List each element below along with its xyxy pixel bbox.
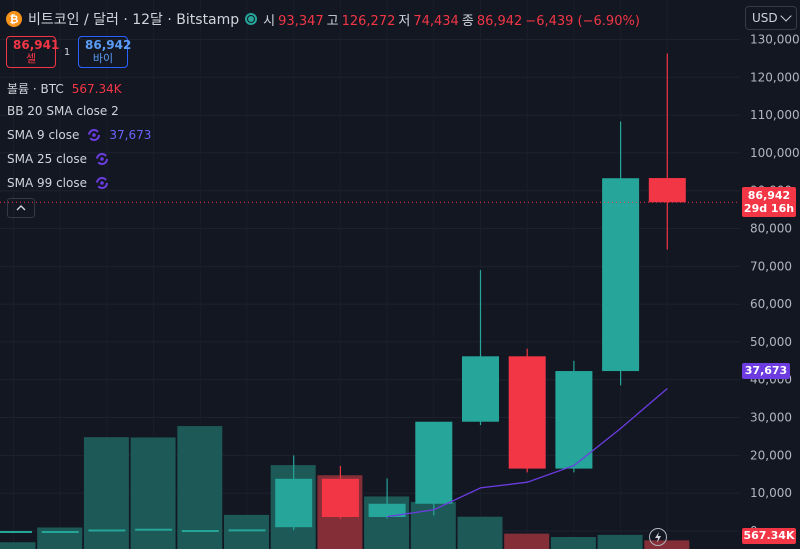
indicator-bb[interactable]: BB 20 SMA close 2: [7, 104, 119, 118]
y-tick-label: 30,000: [750, 411, 792, 425]
low-label: 저: [398, 13, 411, 29]
change-value: −6,439 (−6.90%): [525, 13, 640, 29]
close-label: 종: [461, 13, 474, 29]
chevron-up-icon: [16, 205, 26, 211]
ohlc-values: 시 93,347 고 126,272 저 74,434 종 86,942 −6,439 …: [263, 10, 640, 29]
volume-bar: [130, 437, 176, 549]
volume-bars: [0, 426, 690, 549]
price-axis: 010,00020,00030,00040,00050,00060,00070,…: [750, 32, 800, 538]
volume-label: 볼륨 · BTC: [7, 82, 64, 96]
trade-panel: 86,941 셀 1 86,942 바이: [6, 36, 132, 68]
candle-body: [415, 421, 453, 504]
high-value: 126,272: [341, 13, 396, 29]
y-tick-label: 10,000: [750, 486, 792, 500]
candle-body: [648, 178, 686, 203]
indicator-sma99[interactable]: SMA 99 close: [7, 176, 109, 190]
candle-body: [88, 529, 126, 532]
high-label: 고: [326, 13, 339, 29]
buy-button[interactable]: 86,942 바이: [78, 36, 132, 68]
candle-body: [508, 356, 546, 469]
loading-icon: [88, 129, 101, 141]
volume-bar: [457, 516, 503, 549]
indicator-sma25[interactable]: SMA 25 close: [7, 152, 109, 166]
buy-price: 86,942: [85, 38, 132, 52]
candle-body: [0, 530, 32, 533]
y-tick-label: 110,000: [750, 108, 800, 122]
candle-body: [602, 178, 640, 372]
flash-icon[interactable]: [649, 528, 667, 546]
volume-bar: [550, 537, 596, 549]
market-status-icon: [245, 13, 258, 25]
volume-value: 567.34K: [71, 81, 122, 96]
volume-bar: [0, 542, 36, 549]
volume-tag: 567.34K: [742, 528, 796, 544]
candle-body: [555, 371, 593, 469]
sma9-label: SMA 9 close: [7, 128, 80, 142]
volume-bar: [644, 540, 690, 549]
sma9-line: [387, 388, 668, 518]
buy-label: 바이: [92, 52, 114, 65]
chart-header: ₿ 비트코인 / 달러 · 12달 · Bitstamp 시 93,347 고 12…: [6, 9, 640, 29]
volume-bar: [177, 426, 223, 549]
loading-icon: [96, 153, 108, 165]
spread-value: 1: [63, 46, 71, 58]
y-tick-label: 80,000: [750, 222, 792, 236]
open-label: 시: [263, 13, 276, 29]
candle-body: [41, 530, 79, 533]
volume-bar: [224, 514, 269, 549]
volume-bar: [504, 533, 550, 549]
close-value: 86,942: [476, 13, 523, 29]
candle-body: [135, 528, 173, 531]
y-tick-label: 60,000: [750, 297, 792, 311]
sell-label: 셀: [25, 52, 37, 65]
collapse-indicators-button[interactable]: [7, 198, 35, 218]
sma25-label: SMA 25 close: [7, 152, 87, 166]
candle-body: [181, 530, 219, 533]
sma99-label: SMA 99 close: [7, 176, 87, 190]
volume-bar: [83, 437, 129, 549]
sma9-value: 37,673: [109, 128, 152, 142]
currency-value: USD: [752, 11, 778, 25]
chevron-down-icon: [780, 10, 792, 22]
bitcoin-logo-icon: ₿: [6, 11, 22, 27]
volume-bar: [37, 527, 83, 549]
candles: [0, 53, 686, 533]
indicator-volume[interactable]: 볼륨 · BTC 567.34K: [7, 80, 122, 97]
sma9-tag: 37,673: [742, 363, 790, 379]
symbol-title[interactable]: 비트코인 / 달러 · 12달 · Bitstamp: [28, 12, 240, 28]
y-tick-label: 120,000: [750, 70, 800, 84]
y-tick-label: 100,000: [750, 146, 800, 160]
indicator-sma9[interactable]: SMA 9 close 37,673: [7, 128, 151, 142]
low-value: 74,434: [413, 13, 459, 29]
y-tick-label: 50,000: [750, 335, 792, 349]
last-price-tag: 86,942 29d 16h: [742, 187, 796, 217]
loading-icon: [96, 177, 108, 189]
y-tick-label: 130,000: [750, 32, 800, 46]
sell-button[interactable]: 86,941 셀: [6, 36, 60, 68]
bb-label: BB 20 SMA close 2: [7, 104, 119, 118]
candle-body: [228, 529, 266, 532]
sell-price: 86,941: [13, 38, 60, 52]
candle-body: [275, 478, 313, 528]
currency-select[interactable]: USD: [745, 6, 797, 30]
candle-body: [462, 356, 499, 422]
y-tick-label: 70,000: [750, 259, 792, 273]
candle-body: [368, 503, 406, 517]
countdown-value: 29d 16h: [743, 202, 795, 215]
volume-bar: [597, 534, 643, 549]
candle-body: [321, 478, 359, 517]
y-tick-label: 20,000: [750, 448, 792, 462]
open-value: 93,347: [278, 13, 324, 29]
last-price-value: 86,942: [747, 189, 791, 202]
